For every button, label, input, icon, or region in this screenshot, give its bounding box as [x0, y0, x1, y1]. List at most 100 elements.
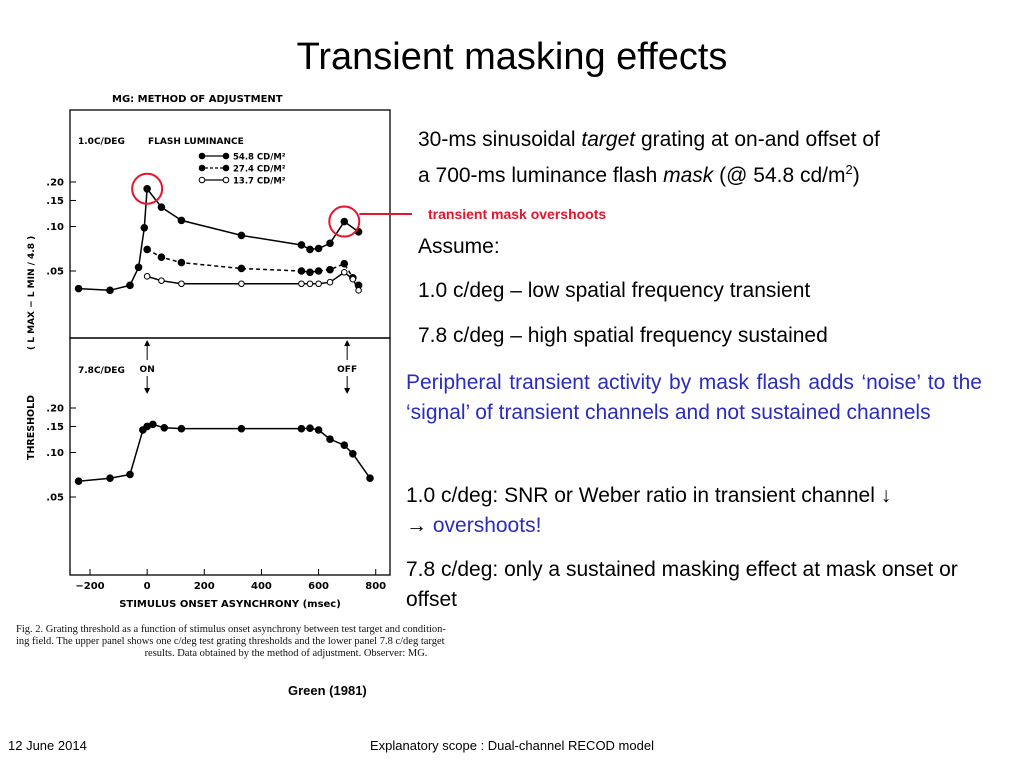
figure-header: MG: METHOD OF ADJUSTMENT: [112, 94, 283, 105]
data-point: [314, 244, 323, 253]
caption-line-3: results. Data obtained by the method of …: [144, 648, 428, 659]
x-tick-label: 600: [308, 581, 329, 592]
y-tick-label: .10: [46, 222, 64, 233]
data-point: [297, 424, 306, 433]
series-line: [78, 186, 360, 292]
panel-frame-2: [69, 337, 391, 576]
data-point: [140, 223, 149, 232]
caption-line-1: Fig. 2. Grating threshold as a function …: [16, 624, 446, 635]
y-tick-label: .05: [46, 493, 64, 504]
data-point: [160, 423, 169, 432]
data-point: [157, 203, 166, 212]
x-tick-label: −200: [75, 581, 104, 592]
marker-arrow-head: [344, 388, 351, 394]
legend-marker: [222, 152, 230, 160]
data-point: [349, 449, 357, 458]
desc-part: ): [852, 164, 860, 187]
offset-overshoot-highlight: [328, 205, 361, 238]
legend-marker: [222, 176, 230, 184]
desc-mask-word: mask: [663, 164, 714, 187]
data-point: [237, 231, 246, 240]
data-point: [177, 216, 186, 225]
desc-superscript: 2: [845, 162, 853, 177]
data-point: [177, 258, 186, 267]
high-freq-statement: 7.8 c/deg – high spatial frequency susta…: [418, 324, 828, 347]
data-point: [126, 281, 134, 290]
legend-entry: 27.4 CD/M²: [198, 164, 286, 175]
data-point: [326, 435, 334, 444]
desc-part: 30-ms sinusoidal: [418, 128, 582, 151]
legend-marker: [222, 164, 230, 172]
y-tick-label: .15: [46, 196, 64, 207]
assume-heading: Assume:: [418, 235, 500, 258]
on-marker-label: ON: [140, 365, 155, 375]
legend-label: 27.4 CD/M²: [233, 165, 286, 175]
legend-label: 13.7 CD/M²: [233, 177, 286, 187]
off-marker-label: OFF: [337, 365, 357, 375]
data-point: [158, 277, 165, 284]
data-point: [74, 477, 83, 485]
legend-entry: 13.7 CD/M²: [198, 176, 286, 187]
marker-arrow-head: [144, 340, 151, 346]
series-line: [146, 248, 360, 286]
data-point: [314, 267, 323, 275]
data-point: [340, 268, 348, 276]
citation-credit: Green (1981): [288, 683, 367, 698]
threshold-figure: MG: METHOD OF ADJUSTMENT 1.0C/DEG 7.8C/DEG…: [26, 94, 412, 610]
legend-marker: [198, 164, 206, 172]
y-tick-label: .15: [46, 422, 64, 433]
onset-overshoot-highlight: [131, 172, 164, 205]
footer-center: Explanatory scope : Dual-channel RECOD m…: [370, 738, 654, 753]
data-point: [366, 474, 374, 483]
overshoot-annotation: transient mask overshoots: [428, 206, 607, 222]
desc-target-word: target: [581, 128, 636, 151]
y-tick-label: .20: [46, 404, 64, 415]
legend-marker: [198, 176, 206, 184]
marker-arrow-head: [344, 340, 351, 346]
data-point: [306, 280, 314, 288]
legend-title: FLASH LUMINANCE: [148, 137, 244, 147]
data-point: [143, 184, 151, 193]
footer-date: 12 June 2014: [8, 738, 87, 753]
data-point: [237, 424, 246, 433]
data-point: [143, 245, 151, 254]
x-axis-title: STIMULUS ONSET ASYNCHRONY (msec): [119, 599, 341, 610]
x-tick-label: 400: [251, 581, 272, 592]
data-point: [178, 280, 185, 288]
panel-label-lower: 7.8C/DEG: [78, 366, 125, 376]
y-tick-label: .05: [46, 267, 64, 278]
data-point: [298, 280, 305, 288]
snr-arrow: →: [406, 514, 433, 537]
legend-label: 54.8 CD/M²: [233, 153, 286, 163]
data-point: [177, 424, 186, 433]
legend-entry: 54.8 CD/M²: [198, 152, 286, 163]
data-point: [306, 245, 314, 254]
data-point: [326, 239, 334, 248]
data-point: [314, 426, 323, 434]
y-tick-label: .10: [46, 448, 64, 459]
caption-line-2: ing field. The upper panel shows one c/d…: [16, 636, 445, 647]
peripheral-statement: Peripheral transient activity by mask fl…: [406, 371, 982, 424]
data-point: [349, 275, 357, 283]
data-point: [238, 280, 245, 288]
y-axis-formula: ( L MAX − L MIN / 4.8 ): [27, 236, 37, 350]
data-point: [306, 268, 314, 277]
data-point: [143, 273, 151, 280]
data-point: [340, 217, 349, 226]
snr-statement: 1.0 c/deg: SNR or Weber ratio in transie…: [406, 481, 996, 541]
data-point: [326, 265, 334, 274]
data-point: [149, 420, 157, 429]
snr-text: 1.0 c/deg: SNR or Weber ratio in transie…: [406, 484, 892, 507]
panel-label-upper: 1.0C/DEG: [78, 137, 125, 147]
sustained-statement: 7.8 c/deg: only a sustained masking effe…: [406, 558, 958, 611]
desc-part: a 700-ms luminance flash: [418, 164, 664, 187]
data-point: [237, 264, 246, 273]
slide-title: Transient masking effects: [296, 36, 728, 78]
data-point: [297, 241, 306, 249]
x-tick-label: 800: [365, 581, 386, 592]
data-point: [106, 474, 114, 483]
data-point: [126, 470, 134, 479]
series-line: [78, 423, 371, 482]
data-point: [340, 441, 349, 450]
figure-caption: Fig. 2. Grating threshold as a function …: [16, 624, 556, 660]
